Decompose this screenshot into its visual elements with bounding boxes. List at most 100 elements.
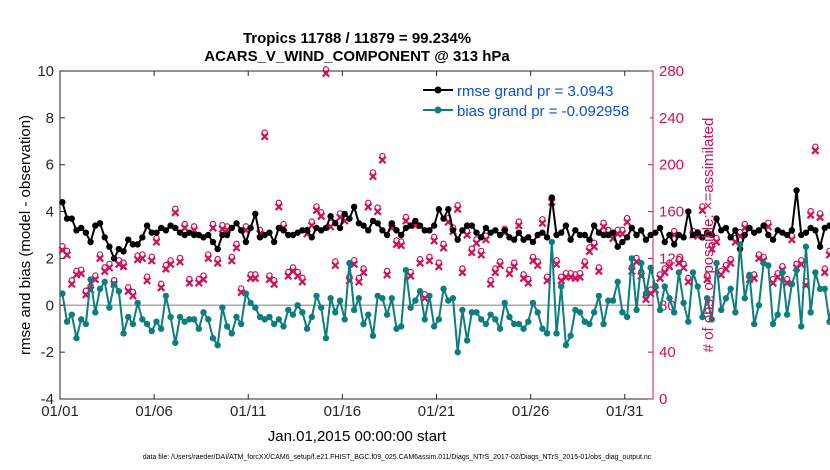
bias-point <box>539 325 546 332</box>
rmse-point <box>350 203 358 211</box>
obs-marker <box>721 261 730 273</box>
obs-marker <box>825 247 830 259</box>
obs-assimilated-marker <box>825 250 830 259</box>
obs-assimilated-marker <box>698 206 707 215</box>
y2-tick-label: 0 <box>659 391 667 408</box>
obs-marker <box>166 257 175 269</box>
bias-point <box>275 316 283 323</box>
obs-assimilated-marker <box>491 268 500 277</box>
rmse-point <box>139 234 146 241</box>
bias-line <box>61 241 830 353</box>
rmse-point <box>398 231 405 239</box>
obs-assimilated-marker <box>496 261 505 270</box>
obs-assimilated-marker <box>157 283 166 292</box>
bias-point <box>228 330 235 337</box>
bias-point <box>402 266 410 274</box>
obs-marker <box>552 257 561 269</box>
obs-marker <box>576 269 585 282</box>
obs-marker <box>91 272 100 284</box>
bias-point <box>200 309 207 316</box>
obs-assimilated-marker <box>359 268 368 277</box>
bias-point <box>567 332 574 339</box>
obs-marker <box>679 260 688 272</box>
bias-point <box>647 264 654 271</box>
obs-assimilated-marker <box>373 207 382 216</box>
bias-point <box>656 306 664 314</box>
rmse-point <box>266 229 273 236</box>
obs-assimilated-marker <box>208 223 217 232</box>
bias-point <box>129 320 137 328</box>
rmse-point <box>299 227 306 234</box>
obs-assimilated-marker <box>317 212 326 221</box>
obs-marker <box>510 259 519 271</box>
rmse-point <box>826 222 830 229</box>
rmse-point <box>247 224 254 232</box>
rmse-point <box>685 208 692 215</box>
bias-point <box>172 339 179 346</box>
rmse-point <box>82 229 90 236</box>
obs-assimilated-marker <box>397 241 406 250</box>
bias-point <box>675 269 683 276</box>
obs-marker <box>260 129 269 141</box>
bias-point <box>510 320 518 328</box>
obs-marker <box>119 259 128 271</box>
bias-point <box>379 295 386 302</box>
obs-assimilated-marker <box>684 277 693 286</box>
rmse-point <box>802 229 810 236</box>
rmse-point <box>642 236 650 243</box>
legend-rmse-marker <box>434 86 442 94</box>
obs-assimilated-marker <box>458 268 467 277</box>
rmse-point <box>680 234 687 241</box>
bias-point <box>92 309 99 316</box>
bias-point <box>247 299 254 307</box>
rmse-point <box>727 234 734 241</box>
bias-point <box>821 285 828 293</box>
rmse-point <box>68 215 75 222</box>
obs-marker <box>416 255 425 268</box>
rmse-point <box>755 227 763 234</box>
rmse-point <box>252 210 259 218</box>
rmse-point <box>661 238 668 246</box>
obs-assimilated-marker <box>505 269 514 278</box>
rmse-point <box>430 222 438 229</box>
bias-point <box>779 269 786 276</box>
obs-marker <box>477 247 486 259</box>
bias-point <box>666 295 673 302</box>
rmse-point <box>539 229 546 236</box>
bias-point <box>214 341 221 349</box>
obs-assimilated-marker <box>510 262 519 271</box>
rmse-point <box>590 222 598 229</box>
rmse-point <box>449 227 457 234</box>
bias-point <box>501 299 508 307</box>
bias-point <box>699 313 706 321</box>
bias-point <box>534 309 541 316</box>
bias-point <box>153 318 160 325</box>
rmse-point <box>365 227 372 234</box>
bias-point <box>703 295 711 302</box>
y-tick-label: 6 <box>46 157 54 174</box>
bias-point <box>407 304 414 311</box>
obs-marker <box>354 274 363 286</box>
obs-assimilated-marker <box>472 239 481 248</box>
rmse-point <box>463 222 471 229</box>
y-tick-label: 10 <box>37 63 54 80</box>
obs-marker <box>274 199 283 211</box>
bias-point <box>322 334 330 342</box>
bias-point <box>176 313 184 321</box>
obs-assimilated-marker <box>416 259 425 268</box>
bias-point <box>59 290 66 297</box>
rmse-point <box>619 238 626 246</box>
rmse-point <box>529 238 537 246</box>
obs-assimilated-marker <box>368 172 377 181</box>
rmse-point <box>426 227 433 234</box>
bias-point <box>520 325 527 332</box>
bias-point <box>365 311 372 318</box>
bias-point <box>63 318 71 325</box>
bias-point <box>492 316 499 323</box>
bias-point <box>553 330 560 337</box>
obs-assimilated-marker <box>670 231 679 239</box>
rmse-point <box>543 234 551 241</box>
obs-assimilated-marker <box>806 211 815 220</box>
bias-point <box>473 309 480 316</box>
obs-marker <box>665 259 674 271</box>
